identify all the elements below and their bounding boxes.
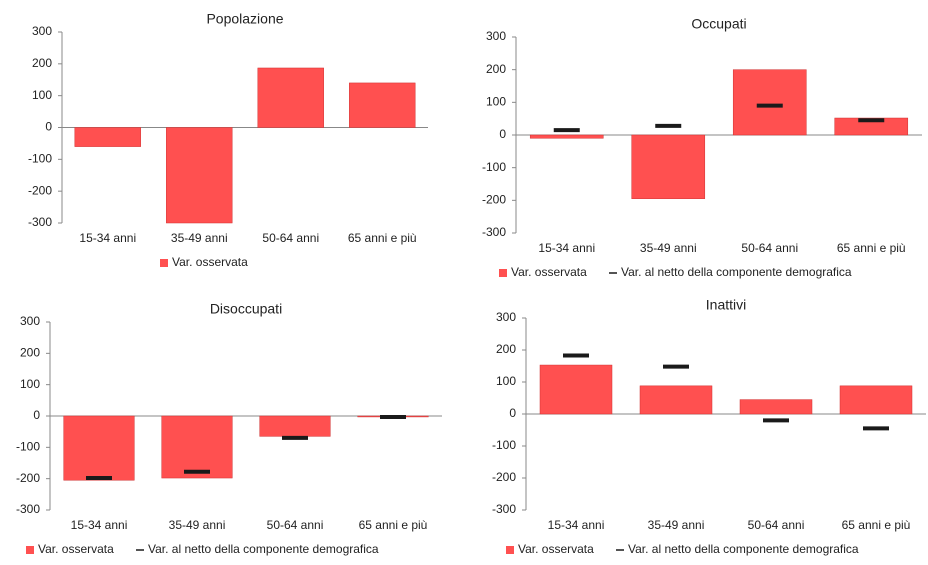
y-tick-label: 100 [32,88,52,102]
y-tick-label: -100 [28,152,52,166]
y-tick-label: 200 [32,56,52,70]
legend-label: Var. al netto della componente demografi… [621,265,852,279]
x-tick-label: 35-49 anni [640,241,697,255]
y-tick-label: -200 [492,470,516,484]
legend-label: Var. osservata [518,542,594,556]
bar [732,69,807,136]
y-tick-label: -100 [482,160,506,174]
y-tick-label: 300 [20,314,40,328]
bar [349,82,416,128]
bar [63,415,135,481]
y-tick-label: 100 [486,95,506,109]
y-tick-label: -100 [492,438,516,452]
x-tick-label: 35-49 anni [648,518,705,532]
x-tick-label: 15-34 anni [538,241,595,255]
chart-title: Disoccupati [210,301,282,317]
bar [834,117,909,136]
y-tick-label: -200 [28,183,52,197]
y-tick-label: -300 [28,215,52,229]
y-tick-label: 100 [20,377,40,391]
bar [529,134,604,139]
legend-swatch [506,546,514,554]
legend-label: Var. al netto della componente demografi… [628,542,859,556]
y-tick-label: -300 [482,225,506,239]
bar [74,127,141,147]
x-tick-label: 50-64 anni [262,231,319,245]
y-tick-label: 200 [496,342,516,356]
x-tick-label: 50-64 anni [748,518,805,532]
x-tick-label: 15-34 anni [71,518,128,532]
legend-label: Var. osservata [172,255,248,269]
y-tick-label: -200 [482,193,506,207]
chart-title: Popolazione [206,11,283,27]
chart-title: Inattivi [706,297,746,313]
y-tick-label: 0 [45,120,52,134]
y-tick-label: 300 [496,310,516,324]
x-tick-label: 65 anni e più [837,241,906,255]
y-tick-label: -100 [16,440,40,454]
y-tick-label: -300 [492,502,516,516]
legend-label: Var. osservata [38,542,114,556]
legend-swatch [499,269,507,277]
bar [839,385,913,415]
y-tick-label: 0 [499,127,506,141]
x-tick-label: 65 anni e più [359,518,428,532]
y-tick-label: 200 [486,62,506,76]
x-tick-label: 15-34 anni [79,231,136,245]
bar [739,399,813,415]
y-tick-label: 0 [33,408,40,422]
bar [259,415,331,437]
legend-label: Var. osservata [511,265,587,279]
y-tick-label: 300 [32,24,52,38]
x-tick-label: 35-49 anni [169,518,226,532]
y-tick-label: -200 [16,471,40,485]
chart-title: Occupati [691,16,746,32]
bar [161,415,233,479]
y-tick-label: -300 [16,502,40,516]
bar [639,385,713,415]
x-tick-label: 50-64 anni [741,241,798,255]
legend-swatch [160,259,168,267]
y-tick-label: 300 [486,29,506,43]
x-tick-label: 15-34 anni [548,518,605,532]
x-tick-label: 50-64 anni [267,518,324,532]
bar [257,67,324,128]
x-tick-label: 65 anni e più [348,231,417,245]
x-tick-label: 65 anni e più [842,518,911,532]
legend-swatch [26,546,34,554]
y-tick-label: 0 [509,406,516,420]
legend-label: Var. al netto della componente demografi… [148,542,379,556]
y-tick-label: 200 [20,346,40,360]
x-tick-label: 35-49 anni [171,231,228,245]
y-tick-label: 100 [496,374,516,388]
bar [631,134,706,199]
bar [539,364,613,415]
bar [166,127,233,224]
